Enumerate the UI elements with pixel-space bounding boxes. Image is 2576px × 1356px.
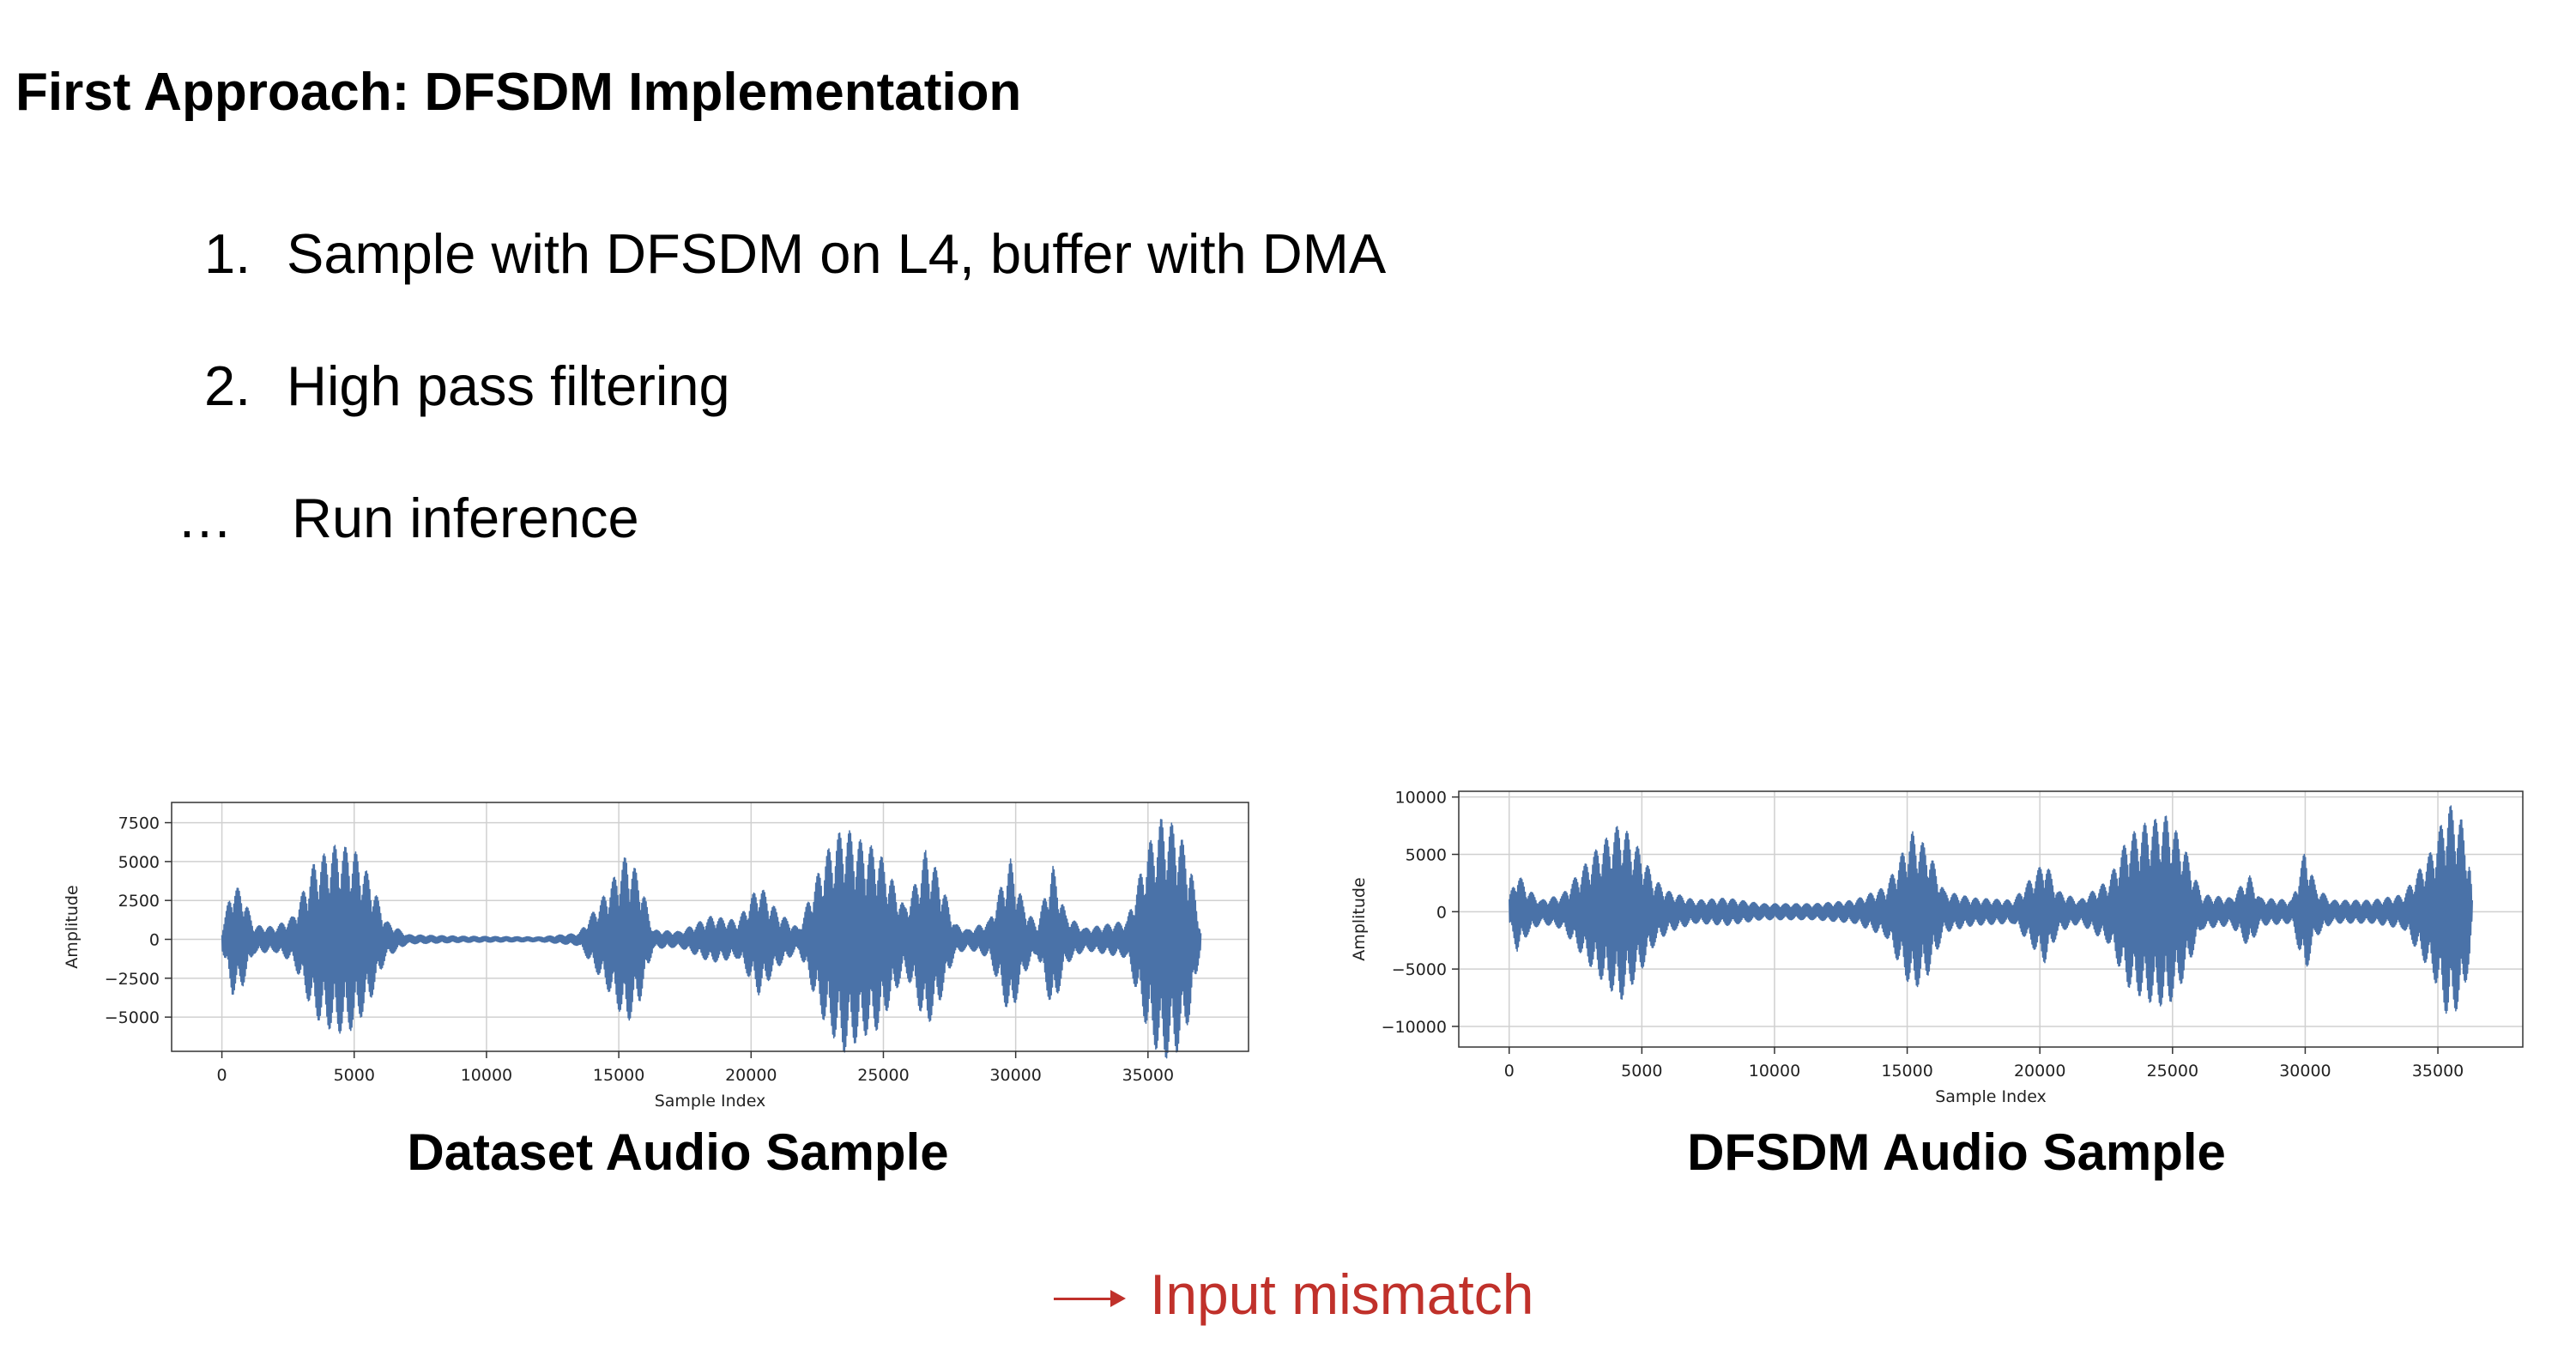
x-tick-label: 35000 [2412, 1062, 2464, 1081]
step-text: Sample with DFSDM on L4, buffer with DMA [287, 222, 1387, 285]
y-tick-label: 5000 [1406, 845, 1447, 864]
y-tick-label: 7500 [118, 814, 160, 833]
x-tick-label: 10000 [1749, 1062, 1800, 1081]
x-tick-label: 35000 [1122, 1066, 1174, 1085]
plot-frame [1458, 790, 2524, 1048]
y-axis-label: Amplitude [1350, 877, 1369, 960]
dfsdm-audio-chart: 0 5000 10000 15000 20000 25000 30000 35000 10000… [1350, 789, 2524, 1106]
y-tick-label: −5000 [105, 1008, 160, 1027]
step-marker: 1. [204, 222, 251, 285]
y-tick-label: 10000 [1395, 789, 1447, 808]
y-tick-label: 0 [149, 931, 160, 950]
x-tick-label: 0 [217, 1066, 227, 1085]
step-marker: … [177, 487, 233, 549]
y-tick-label: 0 [1436, 903, 1447, 922]
waveform-series [1509, 805, 2473, 1014]
y-tick-label: −2500 [105, 970, 160, 989]
y-tick-label: 5000 [118, 853, 160, 872]
y-tick-label: 2500 [118, 892, 160, 911]
x-tick-label: 30000 [989, 1066, 1041, 1085]
right-arrow-icon [1054, 1290, 1126, 1307]
x-tick-label: 20000 [2014, 1062, 2065, 1081]
slide-title: First Approach: DFSDM Implementation [15, 63, 1022, 122]
x-tick-label: 10000 [461, 1066, 512, 1085]
chart-caption-dataset: Dataset Audio Sample [407, 1123, 949, 1181]
step-text: High pass filtering [287, 354, 730, 417]
x-tick-label: 15000 [593, 1066, 644, 1085]
plot-frame [171, 802, 1249, 1052]
y-axis-label: Amplitude [63, 885, 82, 968]
x-tick-label: 15000 [1881, 1062, 1932, 1081]
y-tick-label: −10000 [1382, 1018, 1447, 1037]
x-tick-label: 5000 [1621, 1062, 1662, 1081]
x-tick-label: 25000 [857, 1066, 909, 1085]
x-tick-label: 5000 [334, 1066, 375, 1085]
y-tick-label: −5000 [1392, 960, 1447, 979]
step-text: Run inference [292, 487, 639, 549]
x-tick-label: 30000 [2279, 1062, 2331, 1081]
dataset-audio-chart: 0 5000 10000 15000 20000 25000 30000 3500075005… [63, 802, 1249, 1111]
mismatch-note-text: Input mismatch [1150, 1262, 1534, 1326]
step-marker: 2. [204, 354, 251, 417]
waveform-series [221, 819, 1202, 1059]
x-tick-label: 0 [1504, 1062, 1515, 1081]
x-tick-label: 20000 [725, 1066, 777, 1085]
chart-caption-dfsdm: DFSDM Audio Sample [1687, 1123, 2226, 1181]
x-axis-label: Sample Index [655, 1092, 766, 1111]
x-axis-label: Sample Index [1935, 1087, 2047, 1106]
x-tick-label: 25000 [2147, 1062, 2198, 1081]
